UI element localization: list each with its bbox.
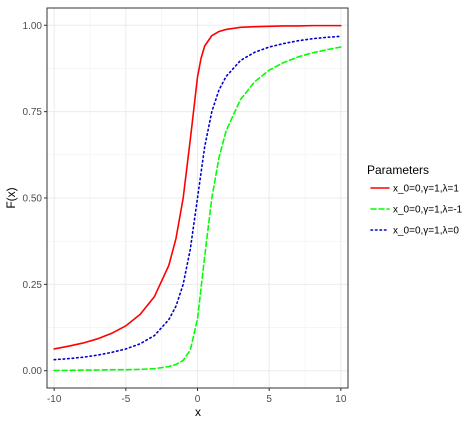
x-tick-label: 0 — [195, 394, 201, 405]
x-tick-label: 10 — [335, 394, 347, 405]
axes: -10 -5 0 5 10 0.00 0.25 0.50 0.75 1.00 — [23, 21, 347, 405]
legend-entry-label: x_0=0,γ=1,λ=-1 — [393, 205, 463, 216]
x-axis-title: x — [195, 405, 201, 419]
x-tick-label: -10 — [47, 394, 62, 405]
legend-entry-label: x_0=0,γ=1,λ=1 — [393, 184, 459, 195]
y-axis-title: F(x) — [4, 187, 18, 208]
series-line — [53, 35, 342, 361]
series-line — [53, 46, 342, 372]
x-tick-label: 5 — [266, 394, 272, 405]
series-lines — [53, 24, 342, 372]
legend-entry-label: x_0=0,γ=1,λ=0 — [393, 226, 459, 237]
legend: Parameters x_0=0,γ=1,λ=1 x_0=0,γ=1,λ=-1 x_… — [367, 163, 463, 237]
series-line — [53, 24, 342, 350]
legend-title: Parameters — [367, 163, 429, 177]
y-tick-label: 0.25 — [23, 280, 43, 291]
y-tick-label: 0.00 — [23, 366, 43, 377]
x-tick-label: -5 — [121, 394, 130, 405]
y-tick-label: 0.75 — [23, 107, 43, 118]
y-tick-label: 1.00 — [23, 21, 43, 32]
y-tick-label: 0.50 — [23, 194, 43, 205]
